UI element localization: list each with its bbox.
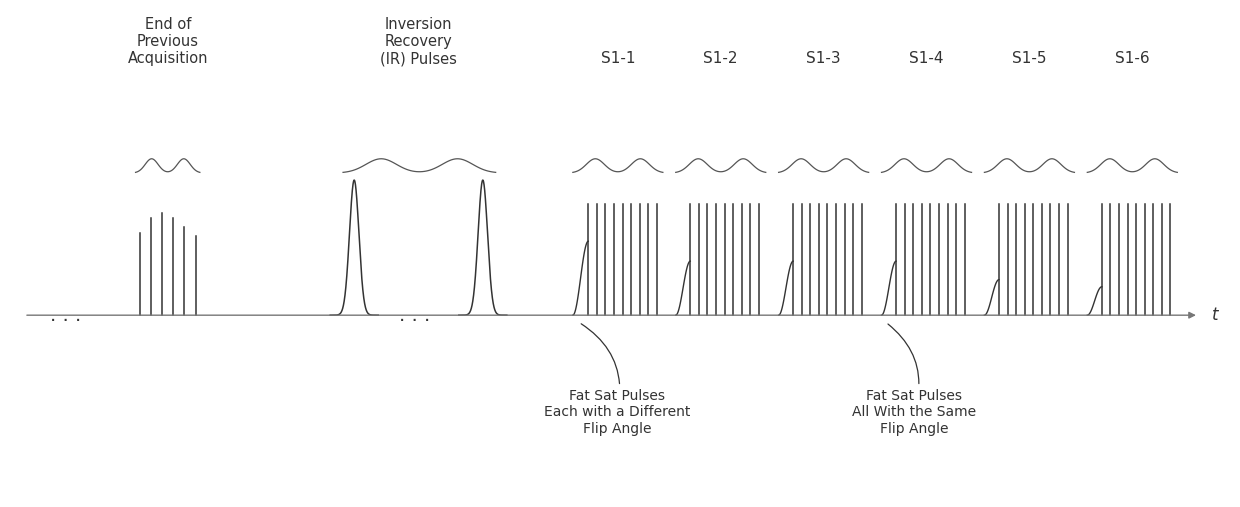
- Text: . . .: . . .: [398, 306, 430, 324]
- Text: S1-4: S1-4: [909, 51, 944, 66]
- Text: S1-6: S1-6: [1115, 51, 1149, 66]
- Text: Fat Sat Pulses
Each with a Different
Flip Angle: Fat Sat Pulses Each with a Different Fli…: [544, 324, 691, 436]
- Text: S1-1: S1-1: [600, 51, 635, 66]
- Text: . . .: . . .: [50, 306, 81, 324]
- Text: t: t: [1211, 306, 1218, 324]
- Text: Fat Sat Pulses
All With the Same
Flip Angle: Fat Sat Pulses All With the Same Flip An…: [852, 324, 976, 436]
- Text: S1-2: S1-2: [703, 51, 738, 66]
- Text: End of
Previous
Acquisition: End of Previous Acquisition: [128, 17, 208, 66]
- Text: Inversion
Recovery
(IR) Pulses: Inversion Recovery (IR) Pulses: [381, 17, 458, 66]
- Text: S1-5: S1-5: [1012, 51, 1047, 66]
- Text: S1-3: S1-3: [806, 51, 841, 66]
